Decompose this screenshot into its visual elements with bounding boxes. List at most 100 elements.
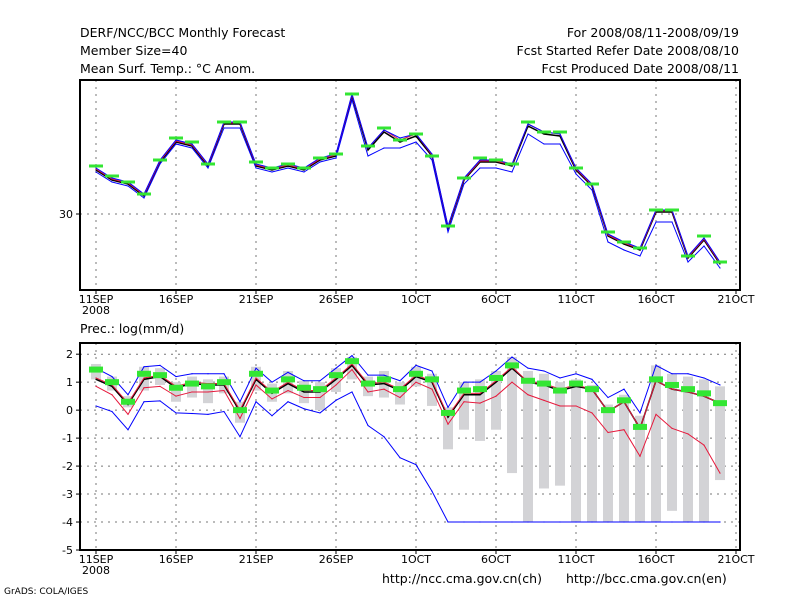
observed-marker: [297, 166, 311, 170]
spread-bar: [491, 370, 501, 430]
data-point: [687, 521, 689, 523]
data-point: [159, 364, 161, 366]
x-tick-label: 16SEP: [159, 293, 194, 306]
series-line-blue-upper: [95, 354, 721, 415]
data-point: [351, 354, 353, 357]
data-point: [95, 405, 97, 407]
header-title: DERF/NCC/BCC Monthly Forecast: [80, 25, 286, 40]
data-point: [303, 391, 305, 393]
data-point: [303, 408, 305, 410]
observed-marker: [425, 154, 439, 158]
observed-marker: [633, 246, 647, 250]
data-point: [591, 189, 593, 191]
observed-marker: [201, 383, 215, 390]
x-tick-label: 11SEP: [79, 553, 114, 566]
series-line-blue-upper: [95, 92, 721, 263]
data-point: [239, 417, 241, 420]
data-point: [671, 388, 673, 390]
observed-marker: [569, 380, 583, 387]
data-point: [559, 521, 561, 523]
data-point: [719, 521, 721, 523]
data-point: [607, 431, 609, 434]
data-point: [111, 394, 113, 396]
observed-marker: [409, 132, 423, 136]
y-tick-label: 2: [66, 348, 73, 361]
grads-credit: GrADS: COLA/IGES: [4, 587, 89, 597]
data-point: [335, 367, 337, 369]
observed-marker: [553, 387, 567, 394]
observed-marker: [585, 182, 599, 186]
data-point: [223, 389, 225, 392]
data-point: [255, 401, 257, 403]
data-point: [335, 378, 337, 380]
x-tick-label: 6OCT: [481, 553, 511, 566]
data-point: [415, 364, 417, 366]
data-point: [127, 185, 129, 187]
observed-marker: [713, 400, 727, 407]
data-point: [351, 99, 353, 101]
x-tick-sublabel: 2008: [82, 564, 110, 577]
data-point: [559, 143, 561, 145]
data-point: [719, 384, 721, 386]
x-tick-label: 1OCT: [401, 293, 431, 306]
spread-bar: [347, 356, 357, 380]
data-point: [463, 183, 465, 185]
data-point: [527, 521, 529, 523]
data-point: [159, 163, 161, 165]
spread-bar: [571, 379, 581, 523]
observed-marker: [361, 380, 375, 387]
data-point: [655, 221, 657, 223]
data-point: [687, 257, 689, 259]
spread-bar: [475, 379, 485, 441]
data-point: [687, 261, 689, 263]
header-right: For 2008/08/11-2008/09/19 Fcst Started R…: [517, 24, 740, 78]
observed-marker: [249, 160, 263, 164]
precip-title: Prec.: log(mm/d): [80, 321, 185, 336]
plot-frame: [79, 79, 741, 291]
data-point: [239, 436, 241, 438]
observed-marker: [489, 374, 503, 381]
data-point: [127, 413, 129, 415]
data-point: [639, 455, 641, 457]
data-point: [383, 129, 385, 131]
observed-marker: [169, 136, 183, 140]
data-point: [431, 153, 433, 155]
data-point: [335, 384, 337, 386]
observed-marker: [649, 376, 663, 383]
observed-marker: [713, 260, 727, 264]
data-point: [143, 387, 145, 389]
data-point: [703, 237, 705, 239]
data-point: [255, 164, 257, 166]
data-point: [95, 377, 97, 379]
observed-marker: [441, 409, 455, 416]
header-variable: Mean Surf. Temp.: °C Anom.: [80, 61, 256, 76]
data-point: [367, 147, 369, 149]
observed-marker: [105, 174, 119, 178]
data-point: [639, 412, 641, 414]
data-point: [719, 267, 721, 269]
data-point: [479, 392, 481, 394]
observed-marker: [553, 130, 567, 134]
data-point: [111, 178, 113, 180]
y-tick-label: -2: [62, 460, 73, 473]
data-point: [527, 133, 529, 135]
data-point: [543, 133, 545, 135]
observed-marker: [265, 166, 279, 170]
x-tick-label: 11OCT: [557, 553, 594, 566]
data-point: [287, 167, 289, 169]
data-point: [495, 370, 497, 372]
spread-bar: [699, 379, 709, 523]
observed-marker: [185, 140, 199, 144]
data-point: [383, 147, 385, 149]
x-tick-label: 16OCT: [637, 553, 674, 566]
data-point: [671, 427, 673, 429]
observed-marker: [537, 380, 551, 387]
data-point: [95, 171, 97, 173]
data-point: [191, 147, 193, 149]
observed-marker: [345, 358, 359, 365]
data-point: [463, 381, 465, 383]
spread-bar: [635, 415, 645, 523]
data-point: [383, 388, 385, 390]
data-point: [383, 382, 385, 385]
observed-marker: [153, 158, 167, 162]
